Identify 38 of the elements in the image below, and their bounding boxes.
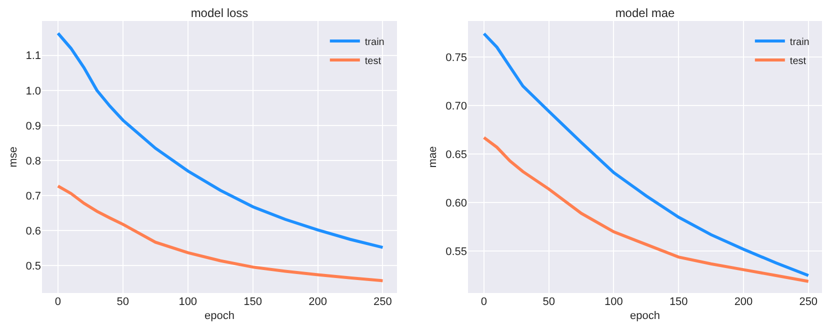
chart-title: model loss — [190, 6, 248, 20]
legend-label: test — [790, 56, 806, 67]
y-tick-label: 0.75 — [446, 52, 467, 64]
x-tick-label: 150 — [244, 296, 262, 308]
x-tick-label: 0 — [54, 296, 62, 308]
y-tick-label: 0.55 — [446, 246, 467, 258]
y-tick-label: 0.9 — [26, 120, 41, 132]
y-tick-label: 0.8 — [26, 155, 41, 168]
y-tick-label: 0.70 — [446, 100, 467, 112]
x-axis-title: epoch — [630, 310, 660, 322]
x-tick-label: 100 — [604, 296, 623, 308]
legend-label: train — [790, 36, 810, 48]
y-tick-label: 0.60 — [446, 198, 467, 210]
y-axis-title: mae — [427, 146, 440, 168]
legend-label: train — [364, 36, 384, 48]
line-series — [482, 136, 810, 283]
y-tick-label: 0.5 — [26, 260, 41, 273]
x-axis-title: epoch — [204, 310, 234, 322]
y-tick-label: 1.1 — [26, 50, 41, 62]
line-series — [56, 184, 384, 282]
x-tick-label: 50 — [116, 296, 130, 308]
legend-label: test — [364, 56, 382, 67]
x-tick-label: 0 — [480, 296, 488, 308]
x-tick-label: 250 — [374, 296, 392, 308]
x-tick-label: 200 — [734, 296, 753, 308]
x-tick-label: 200 — [308, 296, 327, 308]
line-series — [56, 32, 384, 249]
x-tick-label: 250 — [799, 296, 818, 308]
y-tick-label: 0.65 — [446, 148, 467, 161]
x-tick-label: 50 — [542, 296, 555, 308]
y-axis-title: mse — [7, 146, 20, 168]
y-tick-label: 0.7 — [26, 190, 41, 202]
y-tick-label: 1.0 — [26, 85, 41, 98]
chart-title: model mae — [615, 6, 675, 20]
line-series — [482, 32, 810, 278]
x-tick-label: 150 — [669, 296, 688, 308]
x-tick-label: 100 — [178, 296, 198, 308]
y-tick-label: 0.6 — [26, 225, 41, 238]
